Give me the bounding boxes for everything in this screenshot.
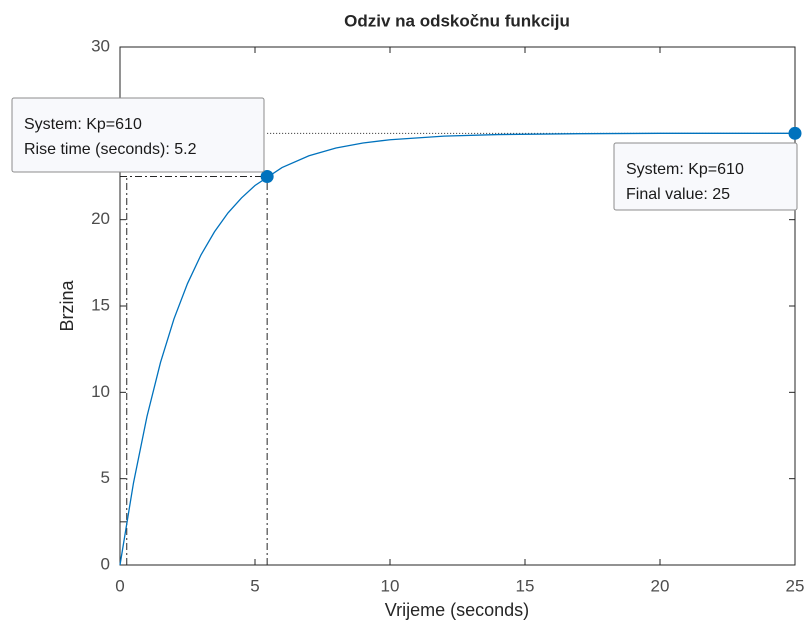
y-axis-label: Brzina <box>57 280 77 332</box>
y-tick-label: 20 <box>91 209 110 228</box>
final-marker <box>788 126 802 140</box>
datatip-text: Rise time (seconds): 5.2 <box>24 141 197 158</box>
x-tick-label: 15 <box>516 576 535 595</box>
y-tick-label: 10 <box>91 382 110 401</box>
x-tick-label: 0 <box>115 576 124 595</box>
x-tick-label: 20 <box>651 576 670 595</box>
datatip-box <box>613 142 798 211</box>
line-series <box>119 132 795 566</box>
datatip-text: System: Kp=610 <box>24 116 142 133</box>
x-tick-label: 25 <box>786 576 805 595</box>
chart-title: Odziv na odskočnu funkciju <box>344 11 570 30</box>
datatip-text: Final value: 25 <box>626 186 730 203</box>
y-tick-label: 30 <box>91 36 110 55</box>
x-tick-label: 10 <box>381 576 400 595</box>
rise-marker <box>260 170 274 183</box>
datatip-text: System: Kp=610 <box>626 161 744 178</box>
datatip-box <box>11 97 265 173</box>
y-tick-label: 5 <box>101 468 110 487</box>
x-axis-label: Vrijeme (seconds) <box>385 600 529 620</box>
y-tick-label: 15 <box>91 295 110 314</box>
y-tick-label: 0 <box>101 554 110 573</box>
x-tick-label: 5 <box>250 576 259 595</box>
